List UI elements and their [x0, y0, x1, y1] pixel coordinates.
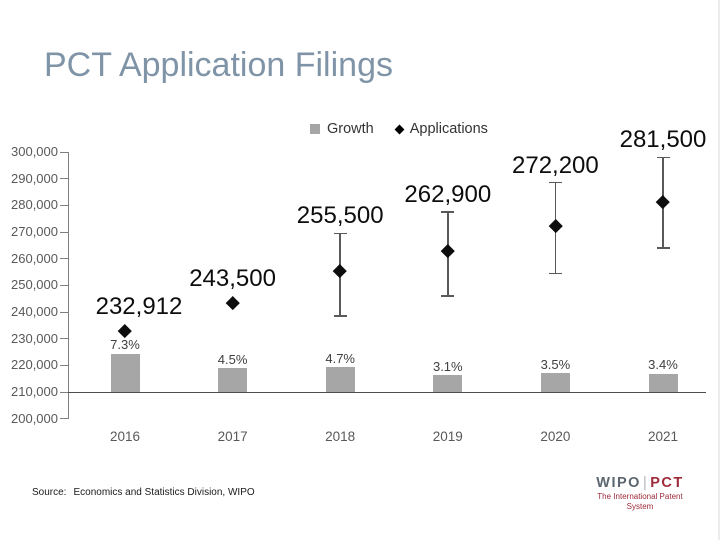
y-axis-tick-mark	[60, 418, 68, 420]
x-axis-year-label: 2016	[109, 429, 141, 444]
chart-legend: Growth Applications	[310, 120, 488, 138]
applications-marker-icon	[118, 324, 132, 338]
source-text: Economics and Statistics Division, WIPO	[73, 487, 255, 498]
applications-value-label: 262,900	[404, 181, 492, 208]
source-note: Source: Economics and Statistics Division…	[32, 487, 255, 498]
logo-wipo-text: WIPO	[596, 475, 641, 491]
applications-error-cap-top	[441, 211, 455, 213]
y-axis-tick-mark	[60, 311, 68, 313]
applications-error-cap-bottom	[441, 295, 455, 297]
growth-swatch-icon	[310, 124, 320, 134]
y-axis-tick-mark	[60, 391, 68, 393]
y-axis-tick-mark	[60, 364, 68, 366]
growth-bar	[325, 367, 355, 392]
y-axis-tick-label: 300,000	[11, 144, 58, 159]
applications-error-cap-bottom	[333, 315, 347, 317]
growth-percent-label: 3.4%	[648, 357, 678, 373]
y-axis-tick-mark	[60, 258, 68, 260]
growth-bar	[433, 375, 463, 392]
legend-item-applications: Applications	[394, 121, 488, 137]
applications-marker-icon	[656, 194, 670, 209]
applications-marker-icon	[441, 244, 455, 258]
legend-item-growth: Growth	[310, 121, 374, 137]
y-axis-tick-label: 240,000	[11, 304, 58, 320]
y-axis-tick-mark	[60, 204, 68, 206]
logo-tagline: The International Patent System	[597, 492, 683, 511]
y-axis-tick-mark	[60, 284, 68, 286]
applications-value-label: 232,912	[95, 293, 183, 321]
y-axis-tick-mark	[60, 338, 68, 340]
growth-percent-label: 3.5%	[540, 356, 571, 372]
legend-growth-label: Growth	[327, 121, 374, 137]
growth-percent-label: 3.1%	[432, 358, 463, 374]
applications-error-cap-bottom	[548, 272, 562, 275]
applications-error-cap-bottom	[656, 247, 670, 249]
growth-percent-label: 7.3%	[110, 337, 140, 353]
logo-pct-text: PCT	[650, 475, 684, 491]
page-title: PCT Application Filings	[44, 46, 393, 84]
x-axis-year-label: 2020	[540, 429, 571, 444]
x-axis-year-label: 2017	[217, 429, 248, 444]
y-axis-tick-label: 260,000	[11, 250, 58, 266]
growth-bar	[540, 373, 570, 392]
applications-value-label: 272,200	[512, 151, 599, 179]
growth-percent-label: 4.5%	[217, 351, 248, 367]
logo-separator: |	[642, 475, 649, 491]
applications-marker-icon	[333, 263, 347, 278]
y-axis-tick-label: 230,000	[11, 330, 58, 346]
applications-value-label: 255,500	[296, 202, 384, 230]
y-axis-tick-label: 210,000	[11, 384, 58, 400]
applications-value-label: 281,500	[619, 126, 707, 154]
logo-wordmark: WIPO | PCT	[586, 475, 694, 491]
legend-applications-label: Applications	[409, 121, 488, 137]
applications-error-cap-top	[656, 156, 670, 159]
x-axis-year-label: 2021	[647, 429, 679, 444]
applications-marker-icon	[225, 295, 240, 310]
y-axis-tick-label: 200,000	[11, 410, 58, 426]
applications-value-label: 243,500	[189, 265, 276, 293]
growth-bar	[218, 368, 248, 392]
x-axis-year-label: 2019	[432, 429, 463, 444]
y-axis-tick-mark	[60, 231, 68, 233]
y-axis-tick-label: 290,000	[11, 170, 58, 186]
applications-error-cap-top	[548, 181, 562, 184]
growth-bar	[110, 353, 140, 392]
growth-percent-label: 4.7%	[325, 350, 355, 366]
x-axis-line	[67, 391, 706, 393]
wipo-pct-logo: WIPO | PCT The International Patent System	[586, 475, 694, 511]
y-axis-tick-label: 270,000	[11, 224, 58, 239]
applications-error-cap-top	[333, 232, 347, 235]
y-axis-tick-label: 250,000	[11, 277, 58, 293]
slide-right-edge	[718, 0, 720, 540]
y-axis-tick-label: 280,000	[11, 197, 58, 213]
applications-marker-icon	[548, 219, 563, 233]
x-axis-year-label: 2018	[325, 429, 356, 444]
y-axis-tick-label: 220,000	[11, 357, 58, 373]
y-axis-tick-mark	[60, 151, 68, 153]
y-axis-line	[67, 151, 69, 420]
y-axis-tick-mark	[60, 178, 68, 180]
growth-bar	[648, 373, 678, 392]
source-label: Source:	[32, 487, 67, 498]
